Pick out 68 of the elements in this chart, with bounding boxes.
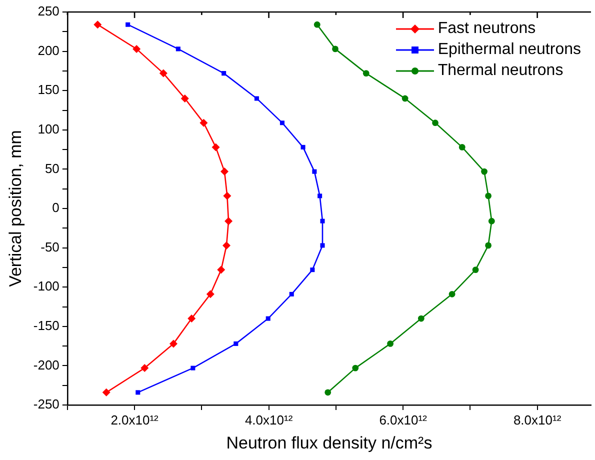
point — [448, 290, 456, 298]
point — [140, 364, 149, 372]
point — [159, 69, 168, 78]
x-tick-label: 6.0x10¹² — [379, 412, 428, 428]
point — [212, 143, 220, 152]
legend-label: Thermal neutrons — [438, 61, 564, 81]
point — [176, 46, 180, 52]
y-tick-label: -50 — [40, 239, 60, 254]
y-tick-label: 150 — [38, 82, 60, 98]
y-axis-title: Vertical position, mm — [6, 130, 25, 287]
point — [280, 120, 284, 126]
point — [402, 95, 408, 102]
x-tick-label: 4.0x10¹² — [244, 412, 294, 428]
point — [188, 314, 196, 323]
point — [220, 168, 228, 176]
point — [314, 21, 320, 28]
point — [332, 46, 338, 52]
point — [222, 71, 226, 76]
point — [223, 192, 232, 200]
x-tick-label: 8.0x10¹² — [513, 412, 562, 428]
point — [200, 118, 208, 127]
point — [300, 144, 306, 150]
y-tick-label: 200 — [38, 42, 60, 58]
point — [481, 168, 488, 175]
y-tick-label: 50 — [44, 160, 60, 176]
y-tick-label: -100 — [33, 278, 60, 294]
x-tick-label: 2.0x10¹² — [110, 412, 160, 428]
point — [320, 218, 325, 224]
y-tick-label: -150 — [33, 318, 60, 333]
point — [169, 340, 178, 348]
point — [432, 120, 438, 126]
y-tick-label: 0 — [52, 200, 60, 216]
point — [217, 266, 226, 274]
point — [222, 241, 231, 250]
legend-label: Epithermal neutrons — [438, 40, 581, 60]
point — [254, 96, 259, 101]
y-tick-label: -250 — [33, 396, 60, 412]
point — [312, 169, 317, 174]
point — [472, 266, 479, 274]
point — [320, 243, 325, 248]
point — [289, 292, 294, 296]
y-tick-label: -200 — [33, 357, 60, 372]
point — [324, 389, 332, 396]
point — [190, 366, 196, 370]
point — [352, 364, 359, 372]
point — [102, 388, 110, 396]
point — [310, 268, 315, 272]
point — [266, 316, 270, 321]
point — [94, 20, 102, 29]
point — [206, 290, 214, 298]
x-axis-title: Neutron flux density n/cm²s — [226, 433, 432, 452]
point — [318, 194, 322, 198]
point — [418, 315, 424, 322]
legend-label: Fast neutrons — [438, 19, 536, 39]
point — [387, 340, 394, 347]
y-tick-label: 250 — [38, 4, 60, 19]
point — [485, 192, 492, 200]
point — [488, 218, 495, 224]
point — [362, 70, 370, 77]
point — [132, 44, 141, 53]
point — [180, 94, 189, 102]
y-tick-label: 100 — [38, 121, 60, 136]
point — [485, 242, 492, 249]
point — [234, 341, 238, 346]
point — [458, 144, 466, 150]
point — [126, 22, 130, 27]
point — [136, 390, 140, 395]
point — [224, 217, 233, 226]
